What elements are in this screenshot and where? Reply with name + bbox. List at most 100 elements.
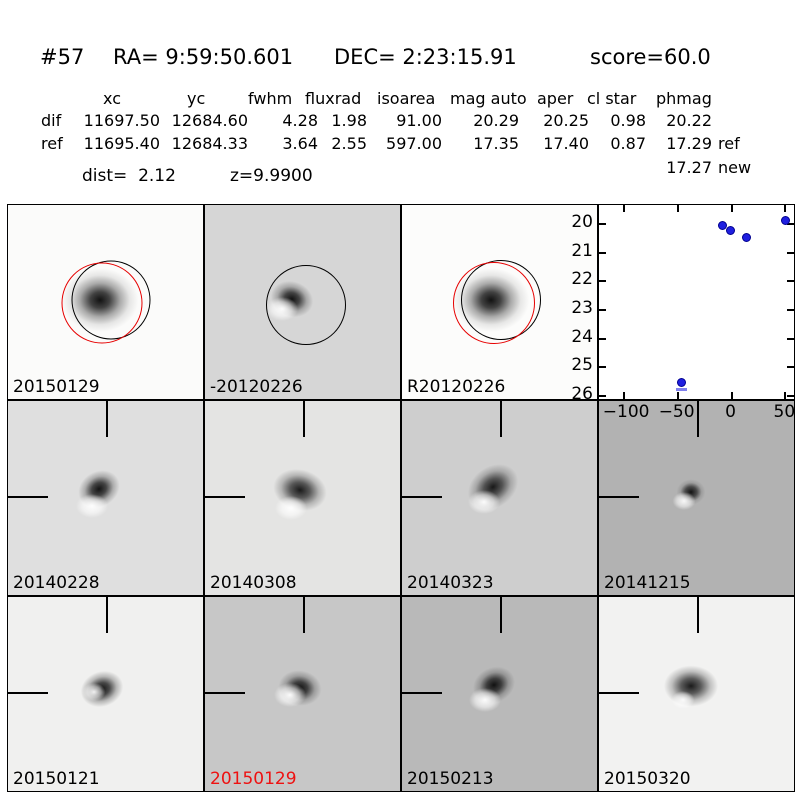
table-column-header: cl star	[587, 89, 637, 108]
cutout-panel-20140308: 20140308	[204, 400, 401, 596]
cutout-date-label: 20140323	[407, 573, 494, 593]
table-column-header: xc	[103, 89, 121, 108]
dist-value: dist= 2.12	[82, 166, 176, 186]
aperture-circle-black	[266, 265, 346, 346]
table-row-label: ref	[41, 134, 63, 153]
table-cell: 0.87	[610, 134, 646, 153]
crosshair-tick-top	[106, 597, 109, 633]
y-tick-label: 22	[571, 269, 593, 290]
lightcurve-chart-panel	[598, 204, 795, 400]
x-tick-top	[676, 205, 679, 212]
table-row-label: dif	[41, 111, 62, 130]
residual-white-patch	[464, 684, 505, 715]
y-tick-label: 21	[571, 240, 593, 261]
x-tick-label: 50	[773, 402, 796, 422]
crosshair-tick-left	[599, 692, 639, 695]
aperture-circle-red	[452, 261, 535, 344]
table-cell: 2.55	[331, 134, 367, 153]
y-tick-left	[599, 337, 606, 340]
crosshair-tick-top	[500, 401, 503, 437]
y-tick-right	[787, 309, 794, 311]
table-cell: 20.22	[666, 111, 712, 130]
cutout-date-label: 20150213	[407, 769, 494, 789]
cutout-date-label: 20150320	[604, 769, 691, 789]
x-tick-bottom	[730, 392, 733, 399]
table-cell: 12684.33	[171, 134, 248, 153]
x-tick-top	[730, 205, 733, 212]
residual-white-patch	[463, 486, 504, 517]
crosshair-tick-left	[402, 496, 442, 499]
table-cell: 17.35	[473, 134, 519, 153]
score-value: score=60.0	[590, 45, 711, 69]
table-cell: 17.40	[543, 134, 589, 153]
data-point	[717, 220, 727, 230]
y-tick-label: 26	[571, 383, 593, 404]
x-tick-label: −100	[602, 402, 650, 422]
crosshair-tick-left	[205, 496, 245, 499]
crosshair-tick-top	[697, 401, 700, 437]
table-cell: 3.64	[282, 134, 318, 153]
x-tick-top	[622, 205, 625, 212]
object-id: #57	[40, 45, 85, 69]
table-cell: 597.00	[386, 134, 442, 153]
cutout-date-label: 20141215	[604, 573, 691, 593]
data-point	[677, 378, 687, 388]
cutout-panel-20140323: 20140323	[401, 400, 598, 596]
y-tick-right	[787, 394, 794, 397]
crosshair-tick-top	[106, 401, 109, 437]
x-tick-top	[784, 205, 787, 212]
extra-phmag-suffix: new	[718, 158, 752, 177]
table-cell: 1.98	[331, 111, 367, 130]
photometry-table: xc yc fwhm fluxrad isoarea mag auto aper cl sta…	[0, 0, 800, 200]
table-cell: 0.98	[610, 111, 646, 130]
crosshair-tick-top	[303, 401, 306, 437]
y-tick-left	[599, 309, 606, 311]
crosshair-tick-left	[8, 496, 48, 499]
residual-white-patch	[71, 490, 112, 521]
crosshair-tick-left	[8, 692, 48, 695]
dec-value: DEC= 2:23:15.91	[334, 45, 517, 69]
table-column-header: isoarea	[377, 89, 436, 108]
y-tick-label: 20	[571, 212, 593, 233]
table-cell: 12684.60	[171, 111, 248, 130]
cutout-panel-20141215: 20141215	[598, 400, 795, 596]
table-column-header: fluxrad	[305, 89, 362, 108]
residual-white-patch	[79, 681, 108, 704]
y-tick-left	[599, 394, 606, 397]
y-tick-left	[599, 251, 606, 254]
x-tick-bottom	[676, 392, 679, 399]
table-cell: 11697.50	[83, 111, 160, 130]
table-cell: 17.29	[666, 134, 712, 153]
crosshair-tick-top	[697, 597, 700, 633]
data-point	[781, 216, 791, 226]
cutout-date-label: 20150121	[13, 769, 100, 789]
y-tick-left	[599, 280, 606, 283]
cutout-panel-20150129: 20150129	[204, 596, 401, 792]
y-tick-right	[787, 366, 794, 369]
aperture-circle-red	[61, 262, 143, 344]
cutout-panel-R20120226: R20120226	[401, 204, 598, 400]
table-cell: 11695.40	[83, 134, 160, 153]
data-point	[726, 226, 736, 236]
table-column-header: aper	[537, 89, 574, 108]
cutout-panel-20150129: 20150129	[7, 204, 204, 400]
x-tick-label: 0	[725, 402, 736, 422]
residual-white-patch	[269, 679, 310, 710]
cutout-panel-20150320: 20150320	[598, 596, 795, 792]
cutout-date-label: 20150129	[13, 377, 100, 397]
residual-white-patch	[270, 492, 311, 523]
table-cell: 20.25	[543, 111, 589, 130]
y-tick-right	[787, 280, 794, 283]
table-column-header: fwhm	[248, 89, 293, 108]
cutout-panel--20120226: -20120226	[204, 204, 401, 400]
data-point	[742, 232, 752, 242]
extra-phmag-value: 17.27	[666, 158, 712, 177]
upper-limit-marker	[676, 387, 688, 391]
residual-white-patch	[669, 489, 698, 512]
crosshair-tick-left	[599, 496, 639, 499]
table-cell: 91.00	[396, 111, 442, 130]
table-column-header: phmag	[656, 89, 712, 108]
y-tick-left	[599, 223, 606, 226]
table-cell: 20.29	[473, 111, 519, 130]
